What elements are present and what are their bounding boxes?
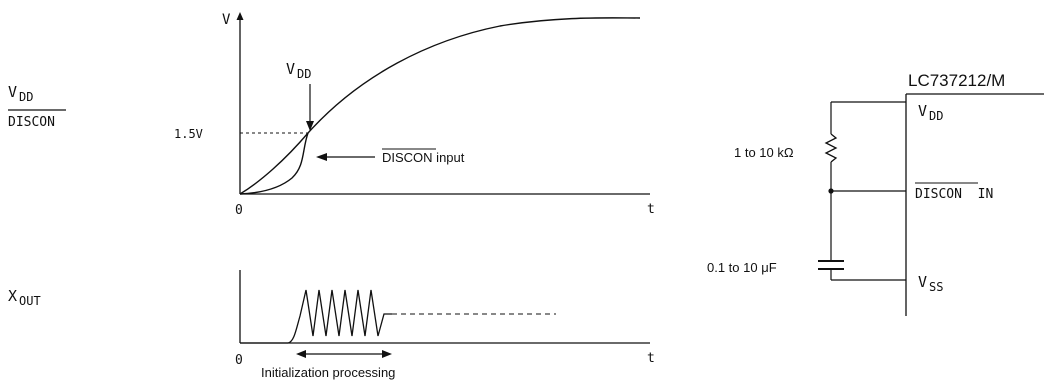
vdd-pointer-arrow-icon xyxy=(306,121,314,131)
vdd-label-main: V xyxy=(8,83,17,101)
pin-discon-label-rest: IN xyxy=(962,187,993,202)
lower-origin-label: 0 xyxy=(235,353,243,368)
lower-x-axis-label: t xyxy=(647,351,655,366)
upper-origin-label: 0 xyxy=(235,203,243,218)
discon-input-label-overbar: DISCON xyxy=(382,150,433,165)
vdd-curve-label-main: V xyxy=(286,60,295,78)
pin-discon-label: DISCON IN xyxy=(915,187,993,202)
discon-label: DISCON xyxy=(8,115,55,130)
init-processing-label: Initialization processing xyxy=(261,365,395,380)
pin-discon-label-overbar: DISCON xyxy=(915,187,962,202)
discon-input-label-rest: input xyxy=(433,150,465,165)
discon-input-curve xyxy=(239,132,309,195)
pin-vss-label-sub: SS xyxy=(929,280,943,294)
init-span-left-arrow-icon xyxy=(296,350,306,358)
pin-vss-label-main: V xyxy=(918,273,927,291)
resistor-value-label: 1 to 10 kΩ xyxy=(734,145,794,160)
discon-input-label: DISCON input xyxy=(382,150,465,165)
discon-pointer-arrow-icon xyxy=(316,153,327,161)
resistor-zigzag-icon xyxy=(824,133,838,163)
upper-x-axis-label: t xyxy=(647,202,655,217)
xout-oscillation-waveform xyxy=(240,289,392,344)
vdd-curve-label-sub: DD xyxy=(297,67,311,81)
upper-timing-plot: V t 0 1.5V V DD DISCON input xyxy=(174,12,655,218)
chip-name: LC737212/M xyxy=(908,71,1005,90)
upper-y-axis-label: V xyxy=(222,12,231,28)
vdd-discon-signal-label: V DD DISCON xyxy=(8,83,66,130)
vdd-rise-curve xyxy=(239,17,641,195)
pin-vdd-label-sub: DD xyxy=(929,109,943,123)
reset-circuit-schematic: LC737212/M V DD DISCON IN V SS 1 to 10 k… xyxy=(707,71,1044,316)
xout-label-sub: OUT xyxy=(19,294,41,308)
lower-timing-plot: 0 t Initialization processing xyxy=(235,270,655,380)
init-span-right-arrow-icon xyxy=(382,350,392,358)
xout-label-main: X xyxy=(8,287,17,305)
pin-vdd-label-main: V xyxy=(918,102,927,120)
vdd-label-sub: DD xyxy=(19,90,33,104)
capacitor-value-label: 0.1 to 10 μF xyxy=(707,260,777,275)
xout-signal-label: X OUT xyxy=(8,287,41,308)
level-1-5v-label: 1.5V xyxy=(174,127,203,141)
upper-y-axis-arrow-icon xyxy=(236,12,244,20)
